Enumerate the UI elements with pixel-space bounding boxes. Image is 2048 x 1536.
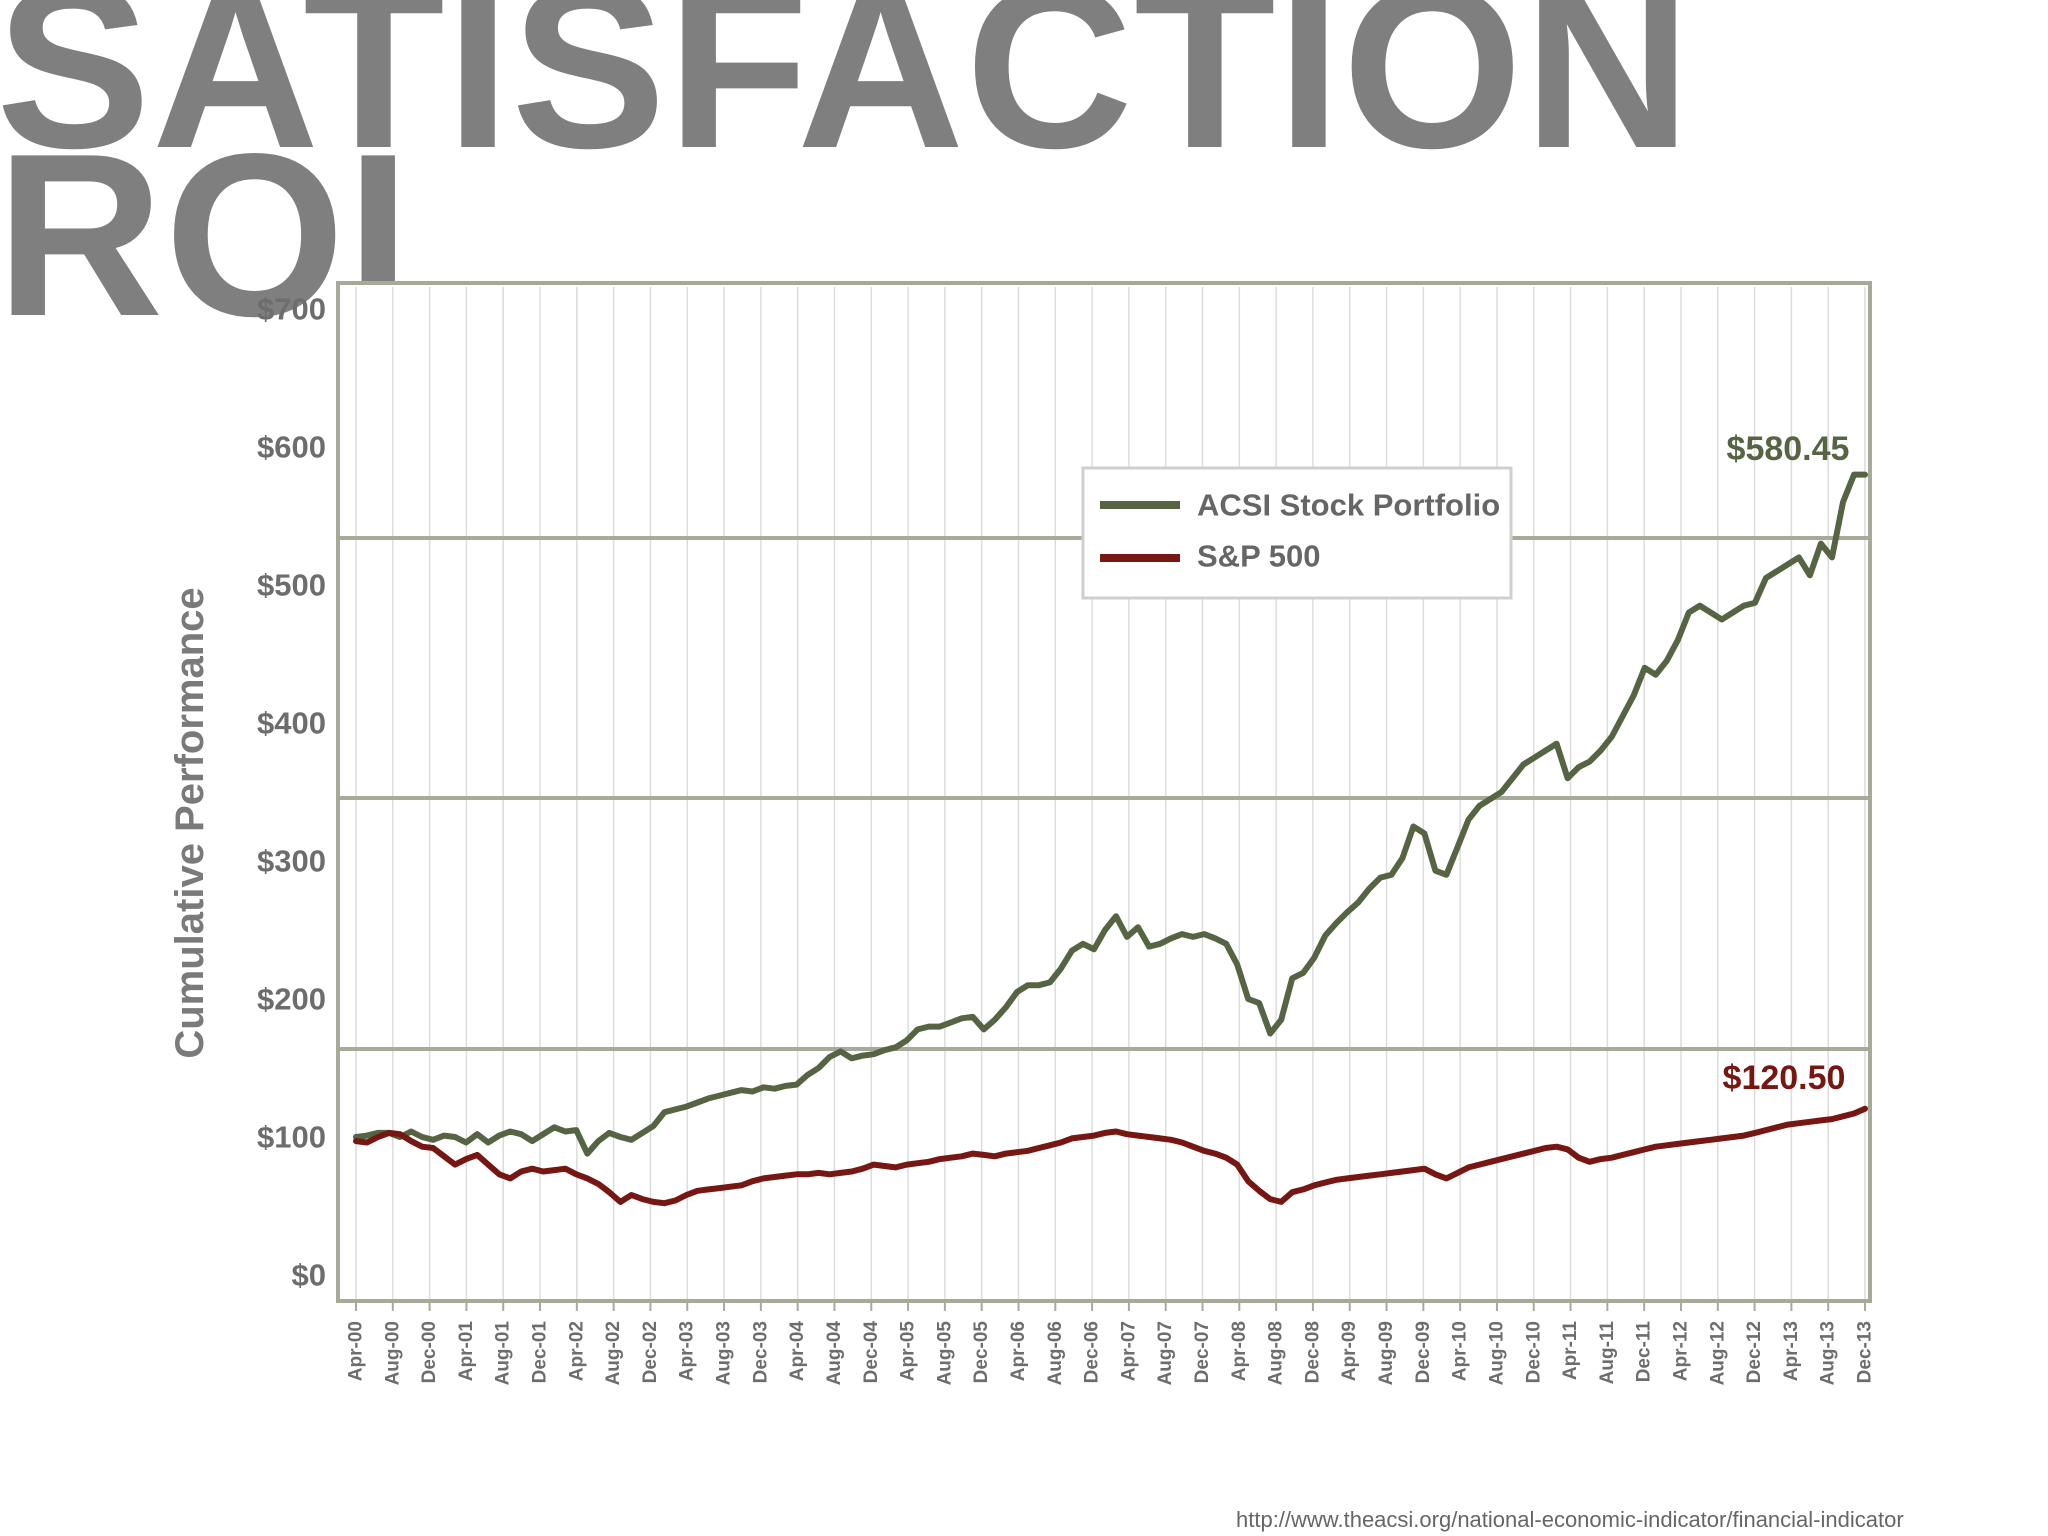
x-tick-label: Apr-06: [1008, 1321, 1029, 1381]
x-tick-label: Aug-09: [1376, 1321, 1397, 1385]
series-line-sp500: [353, 1105, 1868, 1207]
x-tick-label: Aug-00: [382, 1321, 403, 1385]
x-tick-label: Dec-02: [640, 1321, 661, 1383]
x-tick-label: Aug-03: [714, 1321, 735, 1385]
y-tick-label: $300: [257, 844, 326, 879]
x-tick-label: Dec-09: [1413, 1321, 1434, 1383]
x-tick-label: Apr-01: [456, 1321, 477, 1382]
x-tick-label: Aug-02: [603, 1321, 624, 1385]
x-tick-label: Dec-10: [1523, 1321, 1544, 1383]
y-tick-label: $500: [257, 568, 326, 603]
x-tick-label: Dec-07: [1192, 1321, 1213, 1383]
y-tick-label: $200: [257, 982, 326, 1017]
acsi-end-label: $580.45: [1727, 430, 1850, 468]
x-tick-label: Apr-09: [1339, 1321, 1360, 1381]
series-line-acsi: [353, 471, 1868, 1157]
x-tick-label: Dec-03: [750, 1321, 771, 1383]
x-tick-label: Dec-00: [419, 1321, 440, 1383]
y-tick-label: $700: [257, 292, 326, 327]
x-tick-label: Apr-10: [1450, 1321, 1471, 1381]
x-tick-label: Aug-11: [1597, 1321, 1618, 1385]
x-tick-label: Dec-11: [1634, 1321, 1655, 1383]
y-tick-label: $600: [257, 430, 326, 465]
x-tick-label: Dec-12: [1744, 1321, 1765, 1383]
y-tick-label: $400: [257, 706, 326, 741]
x-tick-label: Dec-13: [1855, 1321, 1876, 1383]
x-tick-label: Aug-01: [493, 1321, 514, 1386]
x-tick-label: Dec-08: [1302, 1321, 1323, 1383]
x-tick-label: Apr-04: [787, 1321, 808, 1382]
x-tick-label: Apr-00: [346, 1321, 367, 1381]
x-tick-label: Apr-02: [566, 1321, 587, 1381]
legend-label-sp500: S&P 500: [1197, 539, 1321, 574]
x-tick-label: Apr-11: [1560, 1321, 1581, 1381]
y-tick-label: $100: [257, 1120, 326, 1155]
x-tick-label: Aug-05: [934, 1321, 955, 1386]
x-tick-label: Apr-03: [677, 1321, 698, 1381]
y-tick-label: $0: [292, 1258, 326, 1293]
x-tick-label: Apr-12: [1670, 1321, 1691, 1381]
x-tick-label: Aug-04: [824, 1321, 845, 1386]
x-tick-label: Dec-06: [1082, 1321, 1103, 1383]
headline-line-1: SATISFACTION: [0, 0, 1693, 197]
x-tick-label: Aug-13: [1818, 1321, 1839, 1385]
x-tick-label: Aug-10: [1486, 1321, 1507, 1385]
y-axis-title: Cumulative Performance: [168, 587, 212, 1058]
x-tick-label: Apr-08: [1229, 1321, 1250, 1381]
source-url: http://www.theacsi.org/national-economic…: [1236, 1507, 1904, 1532]
x-tick-label: Dec-04: [861, 1321, 882, 1384]
x-tick-label: Apr-05: [898, 1321, 919, 1382]
legend-label-acsi: ACSI Stock Portfolio: [1197, 488, 1500, 523]
x-tick-label: Aug-07: [1155, 1321, 1176, 1385]
legend-box: [1081, 466, 1513, 600]
x-tick-label: Aug-12: [1707, 1321, 1728, 1385]
x-tick-label: Dec-01: [530, 1321, 551, 1384]
x-tick-label: Aug-08: [1266, 1321, 1287, 1385]
x-tick-label: Dec-05: [971, 1321, 992, 1384]
x-tick-label: Apr-13: [1781, 1321, 1802, 1381]
plot-frame: [336, 281, 1872, 1303]
sp500-end-label: $120.50: [1723, 1059, 1846, 1097]
x-tick-label: Aug-06: [1045, 1321, 1066, 1385]
x-tick-label: Apr-07: [1118, 1321, 1139, 1381]
